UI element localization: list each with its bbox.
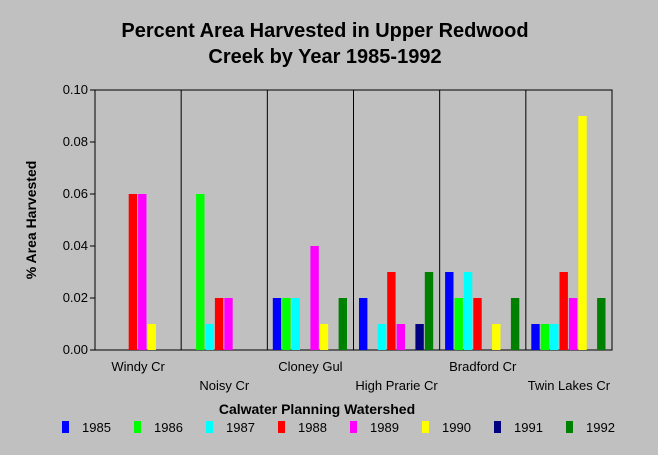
bar-1988-4 xyxy=(473,298,482,350)
bar-1990-2 xyxy=(319,324,329,350)
legend: 1985 1986 1987 1988 1989 1990 1991 1992 xyxy=(62,420,615,435)
y-tick-label: 0.00 xyxy=(63,342,88,357)
chart-title-line-1: Percent Area Harvested in Upper Redwood xyxy=(121,20,528,42)
legend-label: 1986 xyxy=(154,420,183,435)
y-tick-label: 0.06 xyxy=(63,186,88,201)
category-label: Noisy Cr xyxy=(199,378,250,393)
category-label: Bradford Cr xyxy=(449,359,517,374)
bar-1990-0 xyxy=(147,324,156,350)
bar-1989-3 xyxy=(396,324,405,350)
bar-1986-5 xyxy=(540,324,550,350)
bar-1988-0 xyxy=(128,194,138,350)
category-label: High Prarie Cr xyxy=(355,378,438,393)
bar-1985-3 xyxy=(359,298,368,350)
y-tick-label: 0.04 xyxy=(63,238,88,253)
legend-label: 1985 xyxy=(82,420,111,435)
bar-1988-1 xyxy=(214,298,224,350)
y-axis-ticks: 0.00 0.02 0.04 0.06 0.08 0.10 xyxy=(63,82,95,357)
legend-swatch-1987 xyxy=(206,421,213,433)
y-axis-title: % Area Harvested xyxy=(23,161,39,280)
legend-label: 1987 xyxy=(226,420,255,435)
bar-1988-3 xyxy=(387,272,396,350)
chart-title-line-2: Creek by Year 1985-1992 xyxy=(208,46,441,68)
legend-swatch-1991 xyxy=(494,421,501,433)
bar-1987-4 xyxy=(463,272,473,350)
category-label: Twin Lakes Cr xyxy=(528,378,611,393)
bar-1985-4 xyxy=(445,272,454,350)
bar-1987-2 xyxy=(291,298,300,350)
bar-1992-2 xyxy=(338,298,347,350)
legend-swatch-1990 xyxy=(422,421,429,433)
bar-1991-3 xyxy=(415,324,424,350)
legend-label: 1988 xyxy=(298,420,327,435)
bar-1986-1 xyxy=(196,194,205,350)
bar-1987-5 xyxy=(550,324,559,350)
y-tick-label: 0.02 xyxy=(63,290,88,305)
bar-1992-3 xyxy=(424,272,434,350)
bar-1985-5 xyxy=(531,324,540,350)
bar-1987-3 xyxy=(377,324,387,350)
bar-1986-2 xyxy=(282,298,291,350)
bar-1988-5 xyxy=(559,272,568,350)
legend-swatch-1986 xyxy=(134,421,141,433)
y-tick-label: 0.08 xyxy=(63,134,88,149)
category-label: Cloney Gul xyxy=(278,359,342,374)
bar-1989-0 xyxy=(138,194,147,350)
bar-1992-4 xyxy=(510,298,520,350)
y-tick-label: 0.10 xyxy=(63,82,88,97)
legend-swatch-1988 xyxy=(278,421,285,433)
legend-swatch-1992 xyxy=(566,421,573,433)
bar-1987-1 xyxy=(205,324,214,350)
bar-1989-5 xyxy=(568,298,578,350)
bar-1990-5 xyxy=(578,116,587,350)
bars xyxy=(128,116,606,350)
bar-1990-4 xyxy=(492,324,501,350)
bar-1989-2 xyxy=(310,246,319,350)
x-axis-title: Calwater Planning Watershed xyxy=(219,401,415,417)
legend-label: 1991 xyxy=(514,420,543,435)
legend-label: 1990 xyxy=(442,420,471,435)
legend-label: 1992 xyxy=(586,420,615,435)
legend-swatch-1985 xyxy=(62,421,69,433)
x-axis-categories: Windy Cr Noisy Cr Cloney Gul High Prarie Cr… xyxy=(111,359,610,393)
category-separators xyxy=(180,90,527,350)
legend-swatch-1989 xyxy=(350,421,357,433)
bar-1989-1 xyxy=(224,298,233,350)
bar-1986-4 xyxy=(454,298,463,350)
category-label: Windy Cr xyxy=(111,359,165,374)
legend-label: 1989 xyxy=(370,420,399,435)
bar-1992-5 xyxy=(597,298,606,350)
bar-1985-2 xyxy=(272,298,282,350)
